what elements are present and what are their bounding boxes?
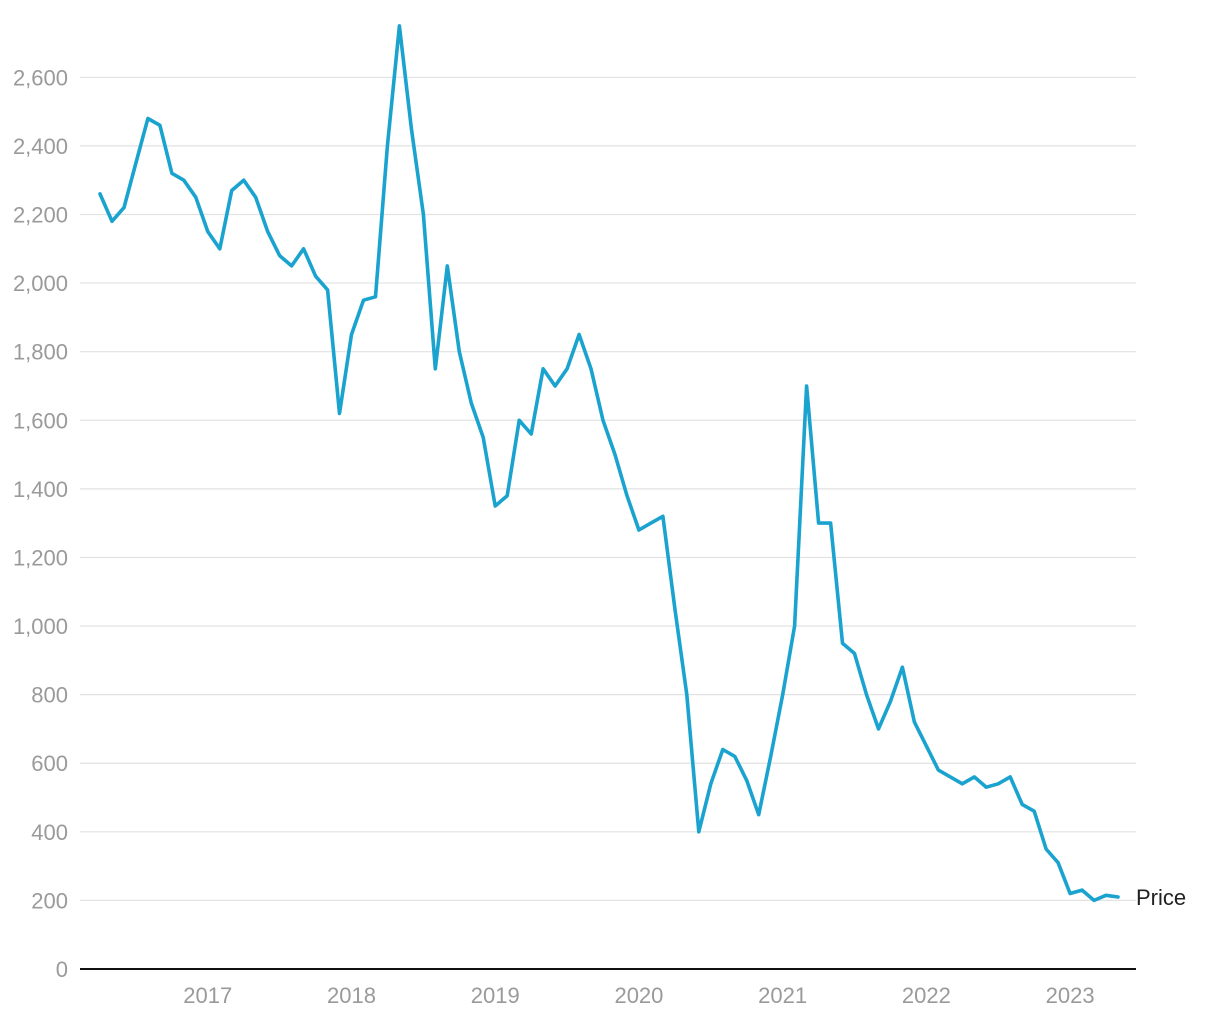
y-tick-label: 1,000 <box>13 614 68 639</box>
series-label-layer: Price <box>1136 885 1186 910</box>
x-tick-label: 2019 <box>471 983 520 1008</box>
y-tick-label: 1,400 <box>13 477 68 502</box>
gridlines <box>80 76 1136 902</box>
y-tick-label: 2,200 <box>13 202 68 227</box>
y-tick-label: 0 <box>56 957 68 982</box>
series-layer <box>98 24 1120 903</box>
y-tick-label: 2,000 <box>13 271 68 296</box>
y-tick-label: 1,800 <box>13 340 68 365</box>
x-tick-label: 2022 <box>902 983 951 1008</box>
x-tick-label: 2020 <box>614 983 663 1008</box>
y-tick-label: 1,200 <box>13 545 68 570</box>
series-line-price <box>98 24 1120 903</box>
y-tick-label: 400 <box>31 820 68 845</box>
y-tick-label: 2,600 <box>13 65 68 90</box>
x-tick-label: 2017 <box>183 983 232 1008</box>
y-tick-label: 1,600 <box>13 408 68 433</box>
x-tick-label: 2021 <box>758 983 807 1008</box>
x-axis-tick-labels: 2017 2018 2019 2020 2021 2022 2023 <box>183 983 1094 1008</box>
x-tick-label: 2018 <box>327 983 376 1008</box>
y-tick-label: 800 <box>31 683 68 708</box>
y-axis-tick-labels: 0 200 400 600 800 1,000 1,200 1,400 1,600 1,800 2,… <box>13 65 68 982</box>
x-tick-label: 2023 <box>1046 983 1095 1008</box>
y-tick-label: 200 <box>31 888 68 913</box>
y-tick-label: 600 <box>31 751 68 776</box>
y-tick-label: 2,400 <box>13 134 68 159</box>
series-label-price: Price <box>1136 885 1186 910</box>
